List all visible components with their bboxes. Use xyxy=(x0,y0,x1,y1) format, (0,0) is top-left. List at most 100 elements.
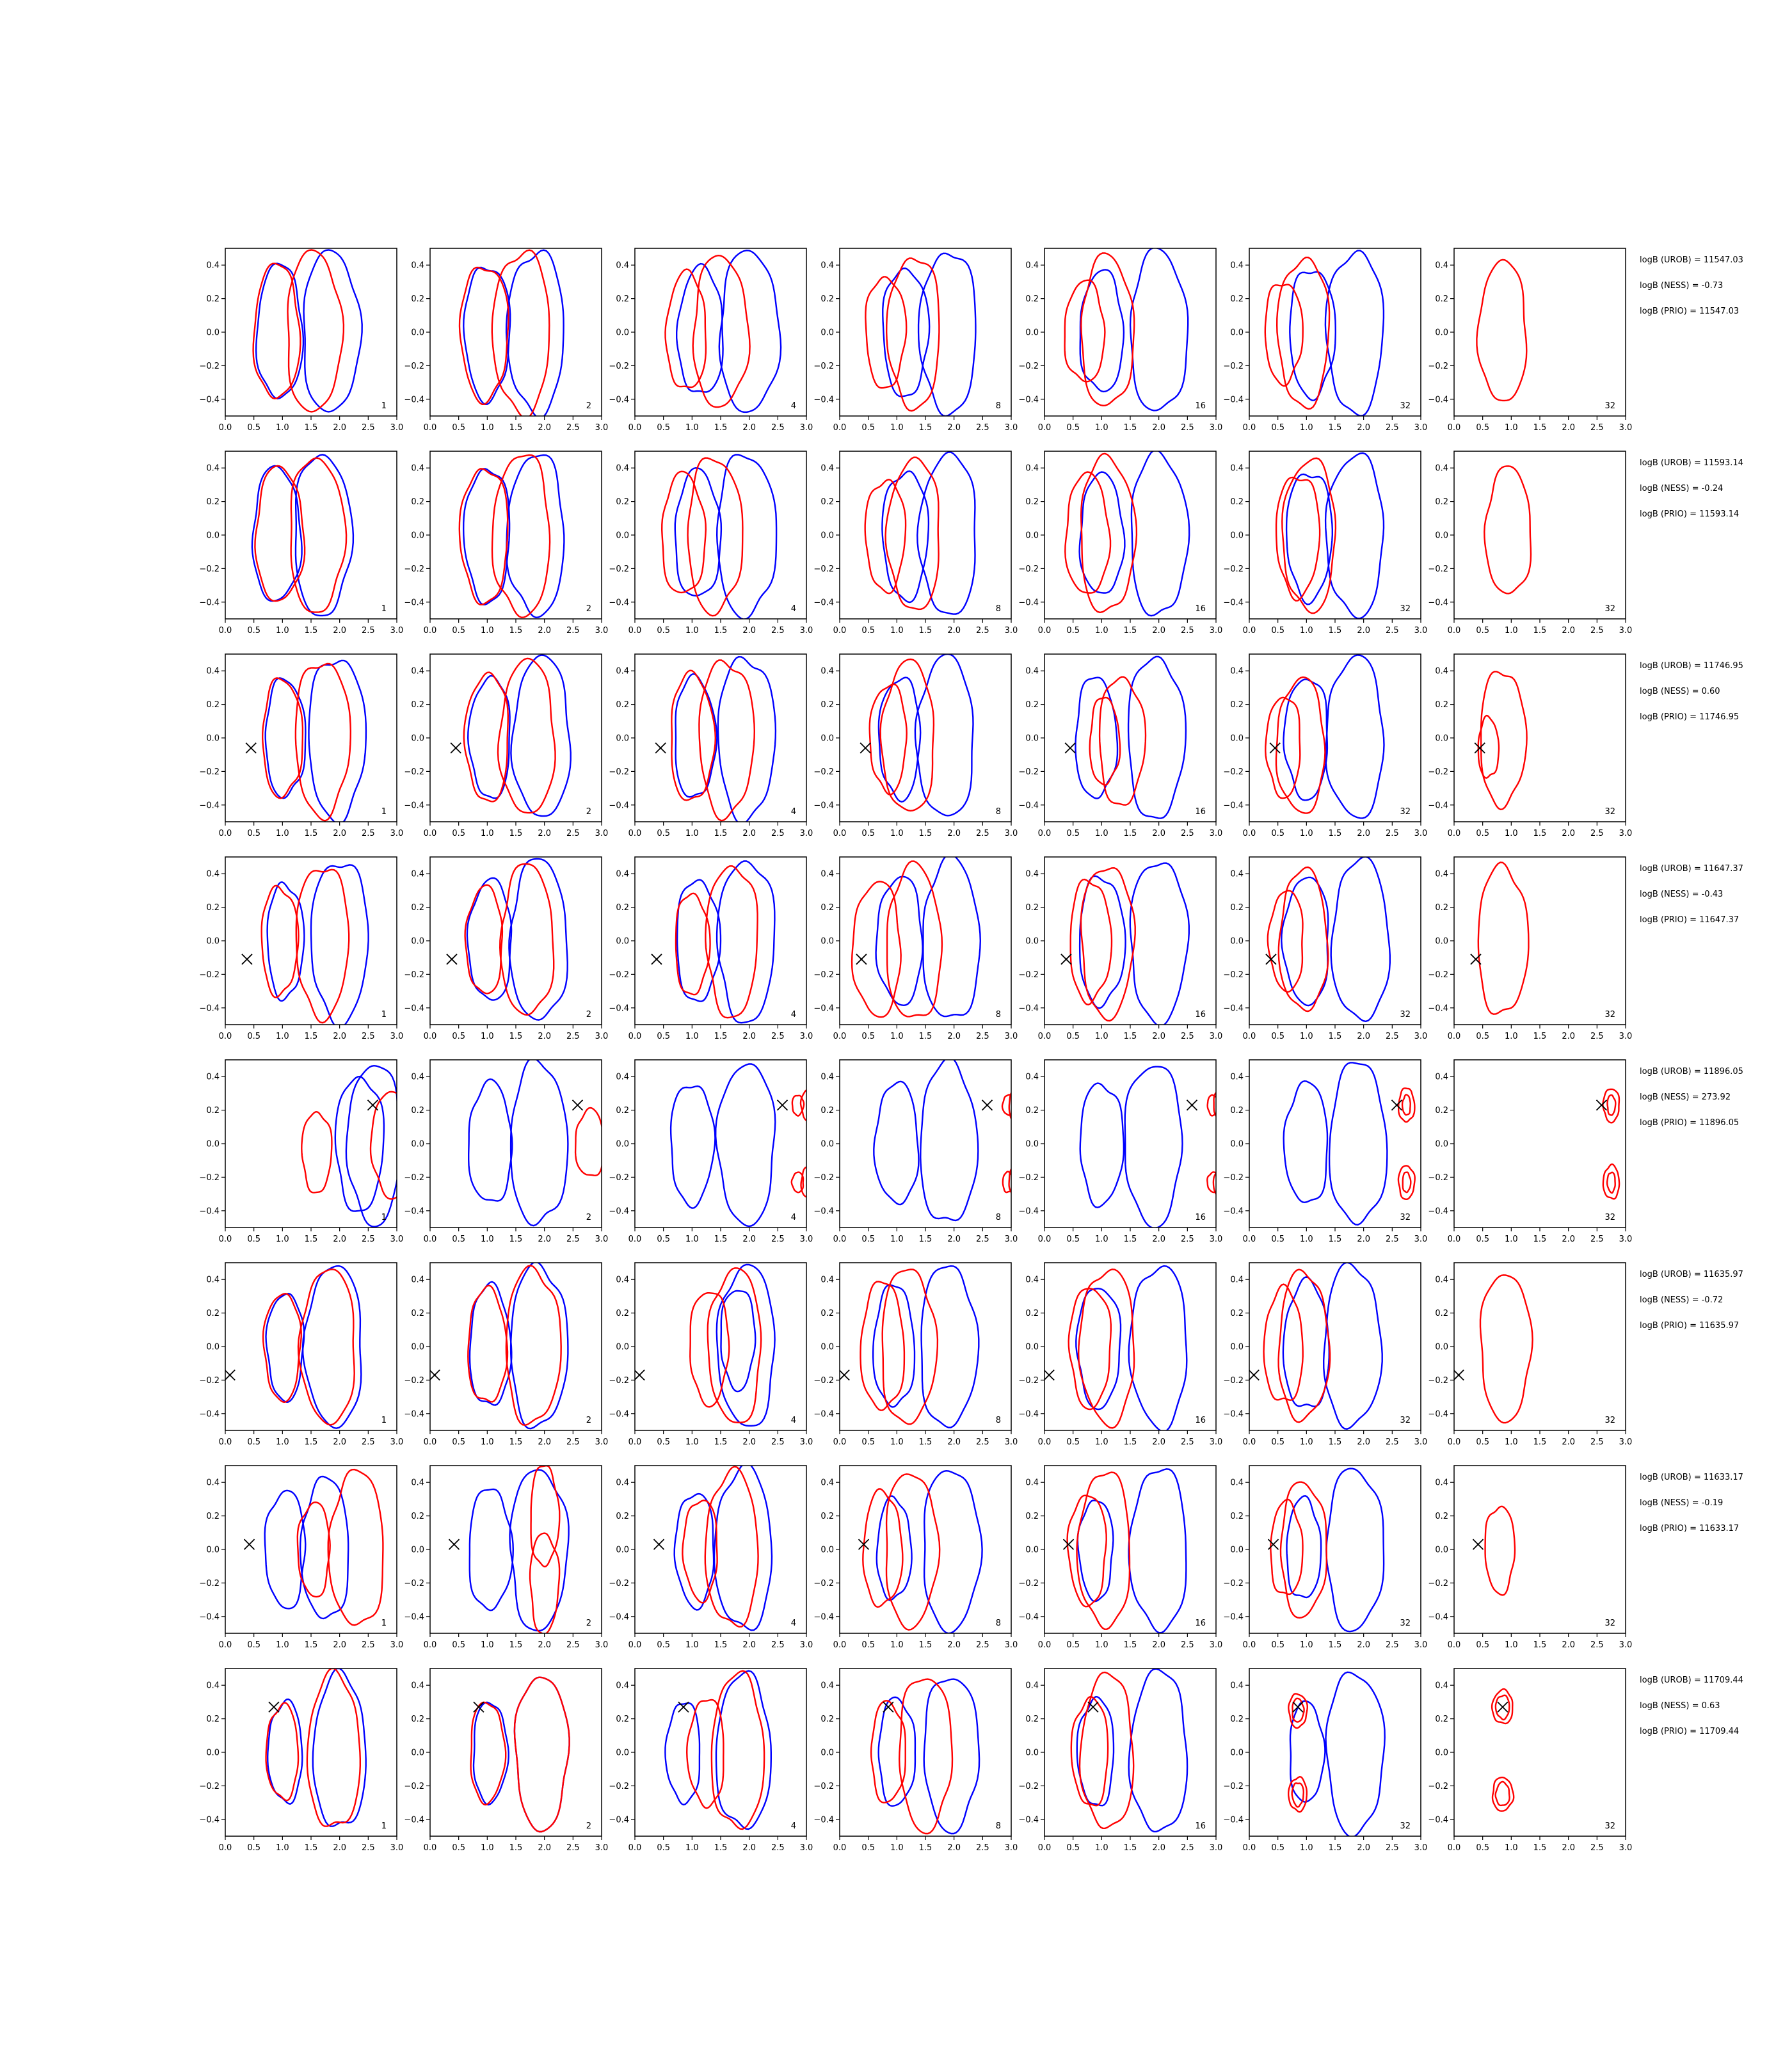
logb-stat: logB (NESS) = 0.60 xyxy=(1640,687,1720,696)
y-tick-label: 0.4 xyxy=(1025,261,1039,271)
x-tick-label: 3.0 xyxy=(1414,1843,1428,1853)
x-tick-label: 0.0 xyxy=(1038,1640,1052,1650)
y-tick-label: −0.4 xyxy=(1223,395,1244,404)
x-tick-label: 1.0 xyxy=(1300,1843,1313,1853)
x-tick-label: 2.5 xyxy=(362,1640,375,1650)
x-tick-label: 1.0 xyxy=(1095,1437,1108,1447)
x-tick-label: 3.0 xyxy=(800,829,813,838)
x-tick-label: 3.0 xyxy=(1619,1235,1633,1244)
blue-contour-1-1 xyxy=(468,1281,513,1406)
y-tick-label: 0.0 xyxy=(206,734,220,744)
x-tick-label: 0.0 xyxy=(1038,626,1052,636)
blue-contour-1-1 xyxy=(720,1290,756,1393)
x-tick-label: 2.0 xyxy=(1357,1235,1370,1244)
y-tick-label: −0.4 xyxy=(404,1612,424,1622)
panel-r1-c2: 0.0 0.5 1.0 1.5 2.0 2.5 3.0 0.4 0.2 0.0 −0.2 −0.4 2 xyxy=(404,248,608,433)
x-tick-label: 0.0 xyxy=(1243,1032,1256,1041)
x-tick-label: 2.0 xyxy=(1562,829,1575,838)
panel-label: 32 xyxy=(1400,1213,1411,1222)
y-tick-label: 0.0 xyxy=(616,1748,629,1758)
x-tick-label: 0.0 xyxy=(833,1437,847,1447)
x-tick-label: 2.5 xyxy=(362,626,375,636)
x-tick-label: 0.0 xyxy=(1448,1843,1461,1853)
x-tick-label: 0.0 xyxy=(424,423,437,433)
y-tick-label: −0.2 xyxy=(1428,564,1448,574)
blue-contour-1-2 xyxy=(713,1466,773,1631)
y-tick-label: 0.2 xyxy=(1230,700,1244,710)
panel-label: 2 xyxy=(586,807,591,817)
y-tick-label: 0.4 xyxy=(1230,870,1244,879)
blue-contour-1-1 xyxy=(669,1085,716,1209)
x-tick-label: 2.5 xyxy=(1590,1640,1604,1650)
blue-contour-1-2 xyxy=(299,1475,349,1620)
y-tick-label: −0.4 xyxy=(1223,1612,1244,1622)
y-tick-label: 0.2 xyxy=(206,497,220,507)
y-tick-label: 0.0 xyxy=(616,328,629,338)
panel-frame xyxy=(634,1059,807,1228)
red-contour-1-1 xyxy=(868,683,908,796)
red-contour-1-1 xyxy=(862,1488,904,1608)
x-tick-label: 1.5 xyxy=(714,1640,728,1650)
red-contour-1-1 xyxy=(1484,465,1532,595)
panel-label: 8 xyxy=(996,1416,1001,1425)
blue-contour-1-1 xyxy=(676,262,724,393)
y-tick-label: −0.2 xyxy=(1018,970,1039,980)
x-tick-label: 2.0 xyxy=(538,1640,551,1650)
blue-contour-1-1 xyxy=(1078,471,1126,594)
red-contour-1-1 xyxy=(260,884,300,998)
y-tick-label: −0.4 xyxy=(609,801,629,810)
panel-r6-c2: 0.0 0.5 1.0 1.5 2.0 2.5 3.0 0.4 0.2 0.0 −0.2 −0.4 2 xyxy=(404,1262,608,1447)
panel-r3-c1: 0.0 0.5 1.0 1.5 2.0 2.5 3.0 0.4 0.2 0.0 −0.2 −0.4 1 xyxy=(199,653,403,838)
y-tick-label: −0.2 xyxy=(404,1376,424,1386)
x-tick-label: 2.5 xyxy=(1181,1235,1194,1244)
x-tick-label: 0.0 xyxy=(1243,626,1256,636)
panel-r7-c1: 0.0 0.5 1.0 1.5 2.0 2.5 3.0 0.4 0.2 0.0 −0.2 −0.4 1 xyxy=(199,1465,403,1650)
x-tick-label: 0.0 xyxy=(219,1640,232,1650)
y-tick-label: 0.4 xyxy=(1435,667,1448,676)
y-tick-label: −0.2 xyxy=(1428,1173,1448,1183)
y-tick-label: 0.4 xyxy=(1435,464,1448,474)
x-marker xyxy=(1454,1369,1464,1381)
y-tick-label: 0.4 xyxy=(206,261,220,271)
x-tick-label: 3.0 xyxy=(1210,1843,1223,1853)
x-tick-label: 1.5 xyxy=(919,1437,932,1447)
red-contour-1-2 xyxy=(705,865,758,1019)
x-marker xyxy=(1497,1701,1508,1713)
y-tick-label: −0.2 xyxy=(1223,564,1244,574)
y-tick-label: −0.2 xyxy=(813,1173,834,1183)
logb-stat: logB (UROB) = 11746.95 xyxy=(1640,661,1743,671)
plot-area xyxy=(458,454,565,619)
x-tick-label: 0.0 xyxy=(628,423,642,433)
red-contour-2-2 xyxy=(1212,1171,1216,1196)
x-tick-label: 1.5 xyxy=(1124,829,1137,838)
panel-r8-c3: 0.0 0.5 1.0 1.5 2.0 2.5 3.0 0.4 0.2 0.0 −0.2 −0.4 4 xyxy=(609,1668,813,1853)
blue-contour-1-2 xyxy=(308,659,367,822)
x-tick-label: 0.5 xyxy=(1476,1640,1489,1650)
panel-r5-c4: 0.0 0.5 1.0 1.5 2.0 2.5 3.0 0.4 0.2 0.0 −0.2 −0.4 8 xyxy=(813,1059,1018,1244)
panel-label: 8 xyxy=(996,1619,1001,1628)
blue-contour-1-1 xyxy=(265,1292,305,1404)
x-tick-label: 0.5 xyxy=(1066,1640,1080,1650)
blue-contour-1-1 xyxy=(875,876,924,1007)
panel-label: 32 xyxy=(1400,401,1411,411)
plot-area xyxy=(251,454,355,617)
red-contour-1-1 xyxy=(1270,1498,1304,1596)
red-contour-2-1 xyxy=(1606,1171,1616,1194)
y-tick-label: 0.0 xyxy=(411,1343,424,1352)
plot-area xyxy=(450,654,572,817)
red-contour-1-2 xyxy=(879,658,935,812)
blue-contour-1-1 xyxy=(664,1702,701,1806)
y-tick-label: −0.2 xyxy=(609,1782,629,1791)
x-tick-label: 2.0 xyxy=(538,829,551,838)
y-tick-label: 0.0 xyxy=(1435,1748,1448,1758)
x-tick-label: 2.5 xyxy=(362,1032,375,1041)
red-contour-1-1 xyxy=(574,1107,602,1176)
red-contour-2-2 xyxy=(1008,1167,1011,1195)
y-tick-label: −0.2 xyxy=(813,1376,834,1386)
y-tick-label: −0.2 xyxy=(813,1782,834,1791)
x-tick-label: 0.0 xyxy=(1448,1032,1461,1041)
x-marker xyxy=(430,1369,440,1381)
x-tick-label: 2.5 xyxy=(362,423,375,433)
x-tick-label: 2.0 xyxy=(1152,1437,1165,1447)
x-tick-label: 3.0 xyxy=(1414,626,1428,636)
